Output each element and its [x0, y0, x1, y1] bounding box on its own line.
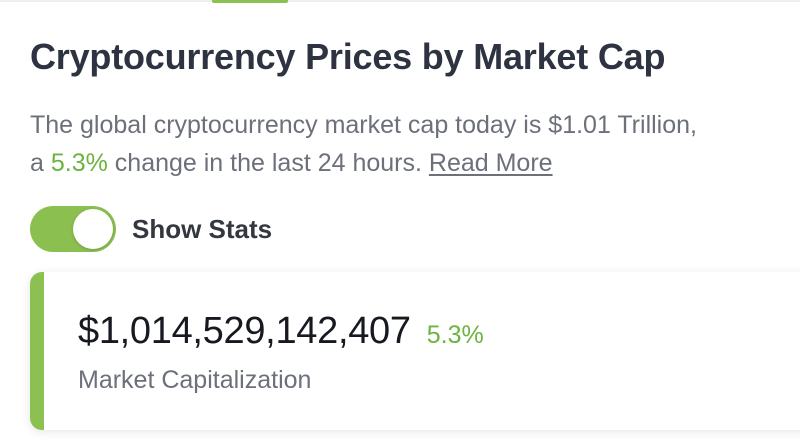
active-tab-indicator — [212, 0, 288, 3]
show-stats-row: Show Stats — [30, 205, 272, 253]
show-stats-toggle[interactable] — [30, 206, 116, 252]
summary-change-percent: 5.3% — [50, 149, 108, 177]
summary-line-1: The global cryptocurrency market cap tod… — [30, 111, 697, 139]
top-divider — [0, 0, 800, 2]
market-cap-value: $1,014,529,142,407 — [78, 310, 411, 352]
page-title: Cryptocurrency Prices by Market Cap — [30, 36, 666, 77]
market-summary: The global cryptocurrency market cap tod… — [30, 106, 800, 182]
market-cap-change: 5.3% — [426, 321, 484, 349]
read-more-link[interactable]: Read More — [428, 149, 553, 177]
stat-value-row: $1,014,529,142,407 5.3% — [78, 310, 484, 353]
show-stats-label: Show Stats — [132, 213, 273, 244]
toggle-knob — [73, 209, 113, 249]
market-cap-card: $1,014,529,142,407 5.3% Market Capitaliz… — [30, 272, 800, 430]
market-cap-label: Market Capitalization — [78, 366, 312, 394]
summary-line-2-prefix: a — [30, 149, 51, 177]
summary-line-2-suffix: change in the last 24 hours. — [107, 149, 429, 177]
